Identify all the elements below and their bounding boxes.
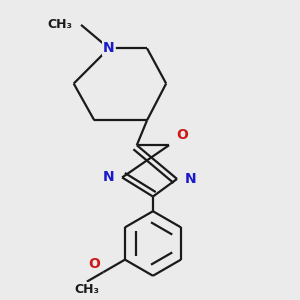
Text: N: N [184, 172, 196, 186]
Text: N: N [103, 41, 115, 55]
Text: N: N [103, 170, 115, 184]
Text: CH₃: CH₃ [74, 283, 99, 296]
Text: CH₃: CH₃ [47, 18, 72, 32]
Text: O: O [176, 128, 188, 142]
Text: O: O [88, 256, 101, 271]
